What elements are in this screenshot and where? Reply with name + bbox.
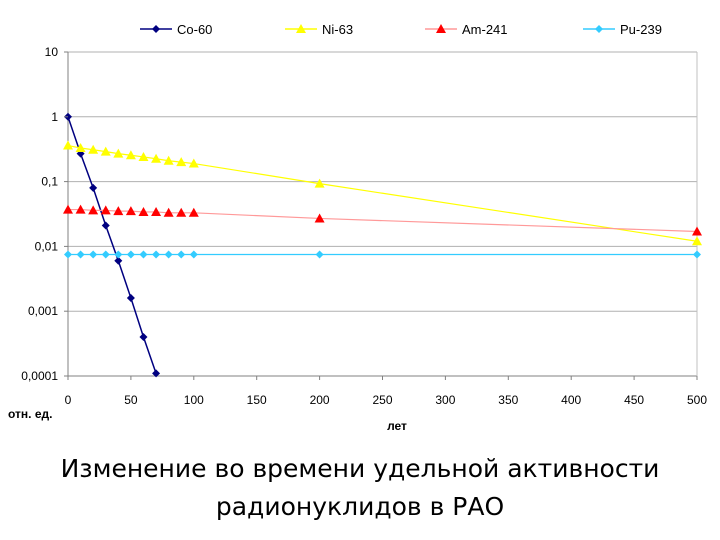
data-point-am-241 [151,206,162,216]
legend-marker-am-241 [436,24,446,33]
y-axis-label: отн. ед. [8,407,52,421]
x-tick-label: 0 [65,393,72,407]
caption-line-1: Изменение во времени удельной активности [60,454,660,483]
data-point-pu-239 [152,250,161,259]
data-point-co-60 [114,256,123,265]
data-point-pu-239 [76,250,85,259]
chart-tick-labels: 10 1 0,1 0,01 0,001 0,0001 0 50 100 150 200 250 300 3… [21,45,707,407]
x-tick-label: 100 [184,393,204,407]
data-point-ni-63 [163,155,174,165]
chart-grid [68,51,697,377]
legend-item-ni-63: Ni-63 [285,22,353,37]
data-point-pu-239 [126,250,135,259]
caption-line-2: радионуклидов в РАО [215,492,505,521]
data-point-ni-63 [138,151,149,161]
data-point-pu-239 [189,250,198,259]
legend-label-pu-239: Pu-239 [620,22,662,37]
x-tick-label: 150 [247,393,267,407]
data-point-pu-239 [101,250,110,259]
y-tick-label: 0,0001 [21,369,58,383]
data-point-am-241 [100,205,111,215]
data-point-pu-239 [139,250,148,259]
data-point-pu-239 [89,250,98,259]
legend-label-am-241: Am-241 [462,22,508,37]
series-line-co-60 [67,116,157,374]
data-point-ni-63 [176,157,187,167]
data-point-ni-63 [151,153,162,163]
data-point-ni-63 [88,144,99,154]
chart-series [63,112,702,378]
data-point-co-60 [126,293,135,302]
data-point-ni-63 [75,143,86,153]
x-tick-label: 250 [372,393,392,407]
y-tick-label: 0,1 [41,175,58,189]
data-point-am-241 [163,207,174,217]
data-point-am-241 [692,226,702,236]
data-point-pu-239 [315,250,324,259]
data-point-am-241 [188,207,199,217]
y-tick-label: 10 [45,45,59,59]
y-tick-label: 0,01 [35,239,59,253]
data-point-am-241 [138,206,149,216]
data-point-ni-63 [314,178,325,188]
data-point-ni-63 [188,158,199,168]
data-point-am-241 [125,206,136,216]
series-line-ni-63 [67,144,698,242]
data-point-pu-239 [164,250,173,259]
x-tick-label: 450 [624,393,644,407]
data-point-am-241 [113,206,124,216]
x-tick-label: 350 [498,393,518,407]
data-point-am-241 [176,207,187,217]
data-point-pu-239 [693,250,701,259]
data-point-am-241 [75,204,86,214]
legend-item-co-60: Co-60 [140,22,212,37]
chart: 10 1 0,1 0,01 0,001 0,0001 0 50 100 150 200 250 300 3… [8,22,707,433]
series-line-am-241 [68,208,698,233]
x-tick-label: 500 [687,393,707,407]
data-point-ni-63 [113,148,124,158]
legend-marker-co-60 [152,25,160,33]
data-point-co-60 [152,369,161,378]
series-am-241 [63,204,702,236]
data-point-ni-63 [125,150,136,160]
series-pu-239 [64,250,701,259]
data-point-am-241 [63,204,73,214]
data-point-co-60 [101,221,110,230]
y-tick-label: 1 [51,110,58,124]
data-point-ni-63 [100,146,111,156]
chart-legend: Co-60 Ni-63 Am-241 Pu-239 [140,22,662,37]
x-tick-label: 50 [124,393,138,407]
legend-label-ni-63: Ni-63 [322,22,353,37]
data-point-am-241 [314,213,325,223]
series-ni-63 [63,140,702,246]
x-tick-label: 300 [435,393,455,407]
data-point-co-60 [139,332,148,341]
legend-label-co-60: Co-60 [177,22,212,37]
data-point-am-241 [88,205,99,215]
data-point-pu-239 [114,250,123,259]
x-tick-label: 200 [310,393,330,407]
data-point-ni-63 [63,140,73,150]
legend-item-pu-239: Pu-239 [583,22,662,37]
y-tick-label: 0,001 [28,304,58,318]
legend-marker-ni-63 [296,24,306,33]
x-axis-label: лет [387,419,407,433]
data-point-pu-239 [177,250,186,259]
legend-marker-pu-239 [595,25,603,33]
chart-axes [67,52,698,377]
x-tick-label: 400 [561,393,581,407]
data-point-ni-63 [692,236,702,246]
data-point-co-60 [89,183,98,192]
legend-item-am-241: Am-241 [425,22,508,37]
data-point-pu-239 [64,250,72,259]
